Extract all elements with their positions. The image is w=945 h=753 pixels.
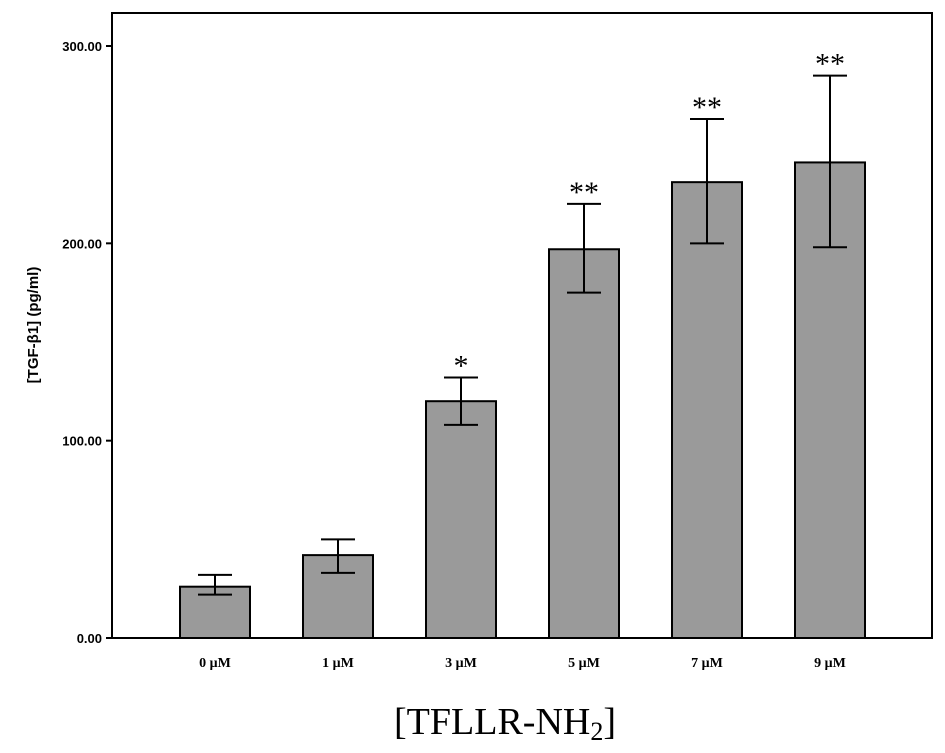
x-tick-label: 7 μM xyxy=(691,656,723,671)
x-tick-label: 5 μM xyxy=(568,656,600,671)
x-tick-label: 9 μM xyxy=(814,656,846,671)
error-bars-group xyxy=(198,74,847,596)
x-tick-label: 0 μM xyxy=(199,656,231,671)
significance-markers-group: ******* xyxy=(454,48,846,383)
x-axis: 0 μM 1 μM 3 μM 5 μM 7 μM 9 μM xyxy=(199,656,846,671)
plot-frame xyxy=(111,12,933,639)
error-bar xyxy=(321,538,355,574)
y-tick-label: 300.00 xyxy=(62,39,102,54)
y-axis-title: [TGF-β1] (pg/ml) xyxy=(25,267,42,384)
error-bar xyxy=(567,202,601,294)
significance-marker: ** xyxy=(815,48,845,81)
y-axis: 0.00 100.00 200.00 300.00 xyxy=(62,39,112,646)
x-axis-title-subscript: 2 xyxy=(590,717,603,746)
error-bar xyxy=(813,74,847,249)
error-bar xyxy=(690,118,724,245)
y-tick-label: 200.00 xyxy=(62,236,102,251)
error-bar xyxy=(198,573,232,596)
y-tick-label: 100.00 xyxy=(62,434,102,449)
x-tick-label: 1 μM xyxy=(322,656,354,671)
significance-marker: * xyxy=(454,350,469,383)
x-axis-title: [TFLLR-NH2] xyxy=(394,701,616,746)
y-tick-label: 0.00 xyxy=(77,631,102,646)
x-axis-title-suffix: ] xyxy=(603,701,616,743)
bar xyxy=(671,181,743,639)
bar xyxy=(548,248,620,639)
significance-marker: ** xyxy=(569,176,599,209)
significance-marker: ** xyxy=(692,91,722,124)
x-tick-label: 3 μM xyxy=(445,656,477,671)
bar xyxy=(425,400,497,640)
error-bar xyxy=(444,376,478,426)
bars-group xyxy=(179,161,866,640)
